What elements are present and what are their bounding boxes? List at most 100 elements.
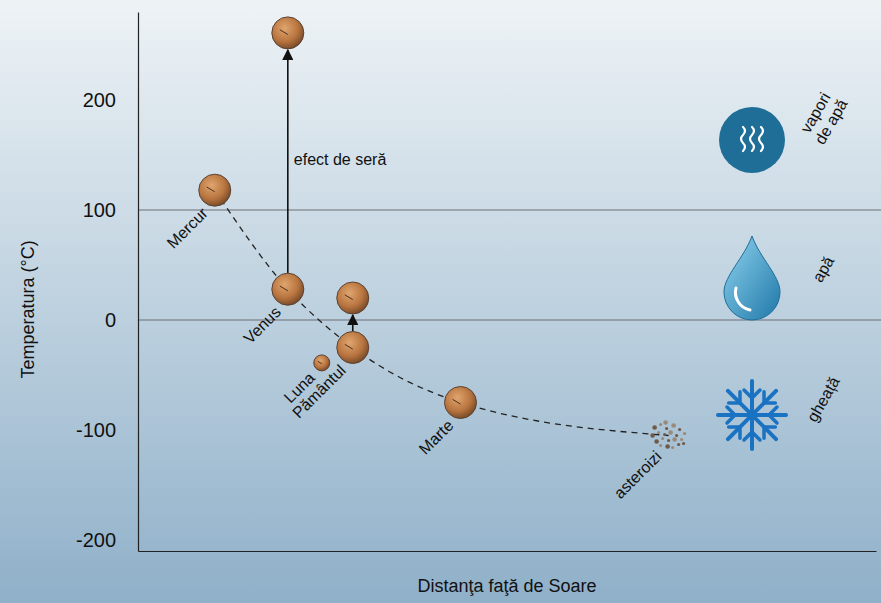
planet-marker — [199, 174, 231, 206]
drop-icon — [724, 236, 780, 320]
plot-marks — [199, 17, 686, 449]
snowflake-branch — [727, 407, 735, 423]
planet-detail — [207, 187, 215, 192]
asteroid — [671, 446, 674, 449]
planet-disc — [272, 17, 304, 49]
snowflake-branch — [729, 421, 746, 438]
planet-detail — [318, 361, 322, 363]
y-axis-line — [138, 13, 139, 552]
y-tick-label: -100 — [76, 419, 116, 441]
asteroid — [672, 437, 677, 442]
x-axis-line — [139, 551, 877, 552]
reference-line — [138, 210, 881, 211]
snowflake-line — [728, 391, 776, 439]
asteroid — [650, 433, 655, 438]
asteroid — [678, 428, 681, 431]
background — [0, 0, 881, 603]
snowflake-branch — [758, 392, 775, 409]
planet-marker-greenhouse — [337, 282, 369, 314]
snowflake-branch — [729, 392, 746, 409]
steam-circle — [719, 107, 785, 173]
y-tick-label: 0 — [105, 309, 116, 331]
planet-disc — [337, 282, 369, 314]
zone-label-line: apă — [809, 253, 837, 285]
planet-marker-greenhouse — [272, 17, 304, 49]
drop-highlight — [735, 288, 750, 310]
planet-disc — [314, 355, 330, 371]
asteroid — [657, 431, 660, 434]
asteroid — [677, 443, 680, 446]
planet-detail — [280, 30, 288, 35]
asteroid — [661, 437, 664, 440]
y-tick-label: -200 — [76, 529, 116, 551]
snowflake-line — [728, 391, 776, 439]
asteroid — [665, 444, 670, 449]
steam-icon — [719, 107, 785, 173]
snowflake-icon — [718, 381, 786, 449]
planet-marker — [272, 273, 304, 305]
planet-disc — [272, 273, 304, 305]
arrow-label: efect de seră — [294, 151, 387, 168]
planet-detail — [345, 344, 353, 349]
trend-curve — [215, 190, 669, 435]
x-axis — [139, 551, 877, 552]
asteroids-marker — [650, 420, 686, 449]
point-label: Marte — [416, 417, 457, 458]
snowflake-arm — [722, 385, 781, 444]
point-label: asteroizi — [611, 448, 665, 502]
snowflake-branch — [769, 407, 777, 423]
moon-marker — [314, 355, 330, 371]
asteroid — [659, 444, 662, 447]
zone-label: gheață — [804, 374, 843, 425]
zone-label-line: de apă — [811, 96, 850, 147]
asteroid — [663, 433, 666, 436]
reference-lines — [138, 210, 881, 320]
asteroid — [682, 442, 685, 445]
snowflake-branch — [758, 421, 775, 438]
y-axis-title: Temperatura (°C) — [18, 240, 38, 378]
chart: -200 -100 0 100 200 Temperatura (°C) Distanţa … — [0, 0, 881, 603]
y-tick: -200 — [76, 529, 138, 551]
state-icons: vaporide apă apă gheață — [718, 87, 851, 449]
zone-label: vaporide apă — [796, 87, 851, 147]
greenhouse-arrow — [352, 315, 354, 332]
asteroid — [683, 432, 686, 435]
y-tick-label: 100 — [83, 199, 116, 221]
planet-marker — [337, 332, 369, 364]
y-tick: -100 — [76, 419, 138, 441]
y-axis: -200 -100 0 100 200 — [76, 13, 139, 552]
greenhouse-arrow — [287, 50, 289, 273]
asteroid — [671, 423, 676, 428]
snowflake-branch — [744, 432, 760, 440]
point-label: Venus — [240, 303, 283, 346]
point-label: Mercur — [164, 204, 212, 252]
snowflake-branch — [744, 390, 760, 398]
planet-detail — [280, 286, 288, 291]
x-axis-title: Distanţa faţă de Soare — [417, 576, 596, 596]
asteroid — [654, 439, 659, 444]
asteroid — [659, 423, 662, 426]
steam-wave — [759, 127, 763, 151]
planet-detail — [453, 399, 461, 404]
asteroid — [663, 420, 668, 425]
asteroid — [675, 434, 678, 437]
planet-disc — [445, 387, 477, 419]
labels: MercurVenusLunaPământulMarteasteroiziefe… — [164, 151, 665, 502]
planet-disc — [337, 332, 369, 364]
asteroid — [668, 430, 673, 435]
y-tick: 200 — [83, 89, 138, 111]
zone-label-line: gheață — [804, 374, 843, 425]
reference-line — [138, 320, 881, 321]
y-tick: 0 — [105, 309, 138, 331]
point-label: Pământul — [289, 362, 349, 422]
planet-disc — [199, 174, 231, 206]
planet-marker — [445, 387, 477, 419]
asteroid — [667, 439, 670, 442]
asteroid — [652, 425, 657, 430]
y-tick: 100 — [83, 199, 138, 221]
steam-wave — [741, 127, 745, 151]
steam-wave — [750, 127, 754, 151]
y-tick-label: 200 — [83, 89, 116, 111]
zone-label: apă — [809, 253, 837, 285]
planet-detail — [345, 295, 353, 300]
